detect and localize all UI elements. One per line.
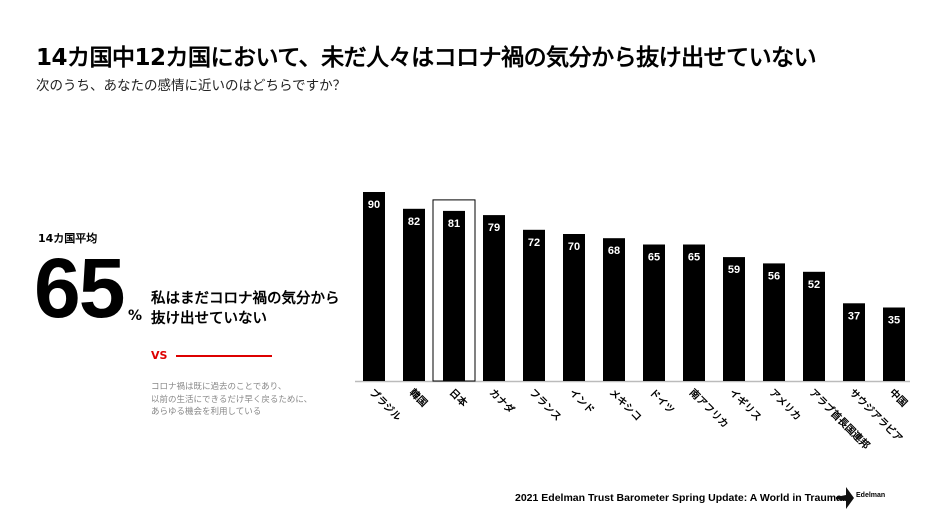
data-label: 65 <box>648 252 660 264</box>
category-label: 韓国 <box>407 386 430 409</box>
data-label: 52 <box>808 279 820 291</box>
data-label: 90 <box>368 199 380 211</box>
bar <box>403 208 425 381</box>
category-label: 日本 <box>447 386 471 410</box>
data-label: 37 <box>848 310 860 322</box>
statement-line: 私はまだコロナ禍の気分から <box>151 291 340 307</box>
page-subtitle: 次のうち、あなたの感情に近いのはどちらですか？ <box>36 78 347 94</box>
bar <box>643 244 665 381</box>
category-label: メキシコ <box>607 387 644 424</box>
bar <box>683 244 705 381</box>
data-label: 68 <box>608 245 620 257</box>
statement: 私はまだコロナ禍の気分から 抜け出せていない <box>151 289 340 329</box>
bar <box>723 257 745 381</box>
bar <box>843 303 865 381</box>
data-label: 72 <box>528 237 540 249</box>
vs-label: VS <box>151 349 168 362</box>
bar <box>563 234 585 381</box>
average-value: 65 <box>34 241 125 335</box>
average-label: 14カ国平均 <box>38 232 98 245</box>
category-label: 中国 <box>887 386 910 409</box>
logo-text: Edelman <box>856 492 886 499</box>
average-unit: % <box>128 308 143 324</box>
edelman-logo-icon <box>836 487 854 509</box>
data-label: 35 <box>888 315 900 327</box>
category-label: 南アフリカ <box>687 386 732 431</box>
bar <box>483 215 505 381</box>
data-label: 70 <box>568 241 580 253</box>
category-label: カナダ <box>487 386 517 416</box>
category-label: アメリカ <box>767 387 803 423</box>
data-label: 59 <box>728 264 740 276</box>
data-label: 65 <box>688 252 700 264</box>
alt-line: コロナ禍は既に過去のことであり、 <box>151 382 287 392</box>
data-label: 81 <box>448 218 460 230</box>
category-label: ドイツ <box>647 387 677 417</box>
page-title: 14カ国中12カ国において、未だ人々はコロナ禍の気分から抜け出せていない <box>36 45 817 71</box>
bar <box>363 192 385 381</box>
bar <box>603 238 625 381</box>
bar <box>803 271 825 381</box>
data-label: 79 <box>488 222 500 234</box>
alt-line: 以前の生活にできるだけ早く戻るために、 <box>151 394 313 405</box>
category-label: フランス <box>527 387 564 424</box>
data-label: 82 <box>408 216 420 228</box>
footer-source: 2021 Edelman Trust Barometer Spring Upda… <box>515 492 845 504</box>
bar <box>443 210 465 381</box>
category-label: インド <box>567 387 597 417</box>
bar <box>883 307 905 381</box>
statement-line: 抜け出せていない <box>151 311 267 327</box>
data-label: 56 <box>768 270 780 282</box>
vs-divider <box>176 355 272 357</box>
bar <box>763 263 785 381</box>
alt-line: あらゆる機会を利用している <box>151 407 262 417</box>
category-label: イギリス <box>727 386 764 423</box>
category-label: ブラジル <box>367 386 404 423</box>
bar <box>523 229 545 381</box>
alternative-statement: コロナ禍は既に過去のことであり、以前の生活にできるだけ早く戻るために、 あらゆる機… <box>151 381 312 419</box>
